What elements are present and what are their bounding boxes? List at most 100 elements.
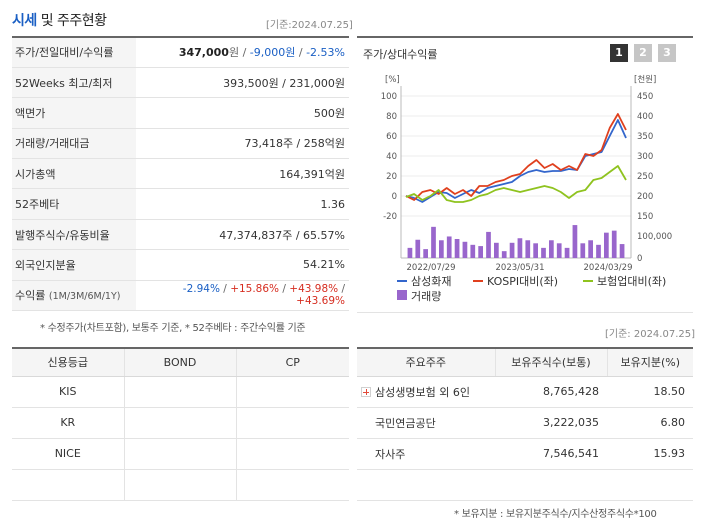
expand-plus-icon[interactable] (361, 386, 371, 397)
return-periods: (1M/3M/6M/1Y) (48, 291, 121, 303)
volume-bar (415, 239, 421, 258)
holder-stake: 15.93 (607, 438, 693, 470)
col-header-shares: 보유주식수(보통) (494, 348, 607, 377)
bond-cell (123, 407, 236, 439)
beta-label: 52주베타 (12, 188, 136, 220)
table-row: 수익률 (1M/3M/6M/1Y) -2.94% / +15.86% / +43… (12, 280, 349, 312)
foreign-value: 54.21% (136, 249, 349, 281)
y-left-tick-label: 60 (386, 132, 397, 142)
chart-page-3-button[interactable]: 3 (658, 44, 676, 62)
chart-page-2-button[interactable]: 2 (634, 44, 652, 62)
volume-bar (454, 239, 460, 258)
y-left-tick-label: 80 (386, 112, 397, 122)
return-1y: +43.69% (296, 295, 345, 308)
cp-cell (235, 469, 349, 501)
right-axis-unit: [천원] (634, 74, 656, 85)
table-header-row: 주요주주 보유주식수(보통) 보유지분(%) (357, 348, 693, 377)
col-header-rating: 신용등급 (12, 348, 124, 377)
bond-cell (123, 376, 236, 408)
y-left-tick-label: 0 (392, 192, 397, 202)
change-value: -9,000원 (249, 46, 296, 60)
return-sep: / (341, 283, 345, 296)
volume-bar (470, 244, 476, 258)
table-row: 액면가 500원 (12, 97, 349, 129)
beta-value: 1.36 (136, 188, 349, 220)
volume-bar (407, 247, 413, 258)
page-title: 시세 및 주주현황 (12, 10, 107, 30)
major-holders-table: 주요주주 보유주식수(보통) 보유지분(%) 삼성생명보험 외 6인 8,765… (357, 347, 693, 501)
y-right-tick-label: 300 (637, 152, 653, 162)
return-3m: +15.86% (230, 283, 280, 296)
par-value: 500원 (136, 97, 349, 129)
holder-name: 삼성생명보험 외 6인 (375, 385, 470, 399)
footnote-basis: * 수정주가(차트포함), 보통주 기준, * 52주베타 : 주간수익률 기준 (40, 323, 306, 334)
table-row: 주가/전일대비/수익률 347,000원 / -9,000원 / -2.53% (12, 37, 349, 68)
agency-cell: KIS (12, 376, 124, 408)
agency-cell: KR (12, 407, 124, 439)
bond-cell (123, 469, 236, 501)
week52-label: 52Weeks 최고/최저 (12, 67, 136, 99)
col-header-stake: 보유지분(%) (606, 348, 693, 377)
volume-bar (423, 249, 428, 258)
legend-label: 거래량 (411, 290, 441, 303)
volume-bar (501, 251, 507, 258)
price-value: 347,000 (178, 46, 229, 60)
stock-chart: [%] [천원]100806040200-20450400350300250200… (381, 74, 672, 303)
volume-label: 거래량/거래대금 (12, 128, 136, 160)
footnote-stake: * 보유지분 : 보유지분주식수/지수산정주식수*100 (454, 509, 657, 520)
volume-bar (549, 240, 554, 258)
volume-bar (446, 236, 452, 258)
y-left-tick-label: 20 (386, 172, 397, 182)
volume-bar (580, 243, 586, 258)
holder-name-cell: 삼성생명보험 외 6인 (357, 376, 495, 408)
y-right-tick-label: 250 (637, 172, 653, 182)
price-unit: 원 / (228, 46, 250, 60)
volume-bar (564, 247, 570, 258)
holder-shares: 3,222,035 (495, 407, 607, 439)
holder-stake (607, 469, 693, 501)
return-values: -2.94% / +15.86% / +43.98% / +43.69% (136, 280, 349, 312)
volume-value: 73,418주 / 258억원 (136, 128, 349, 160)
holder-shares: 7,546,541 (495, 438, 607, 470)
shares-label: 발행주식수/유동비율 (12, 219, 136, 251)
table-row: 거래량/거래대금 73,418주 / 258억원 (12, 128, 349, 160)
bond-cell (123, 438, 236, 470)
y-right-tick-label: 450 (637, 92, 653, 102)
table-row: 외국인지분율 54.21% (12, 249, 349, 281)
table-row: 발행주식수/유동비율 47,374,837주 / 65.57% (12, 219, 349, 251)
chart-page-1-button[interactable]: 1 (610, 44, 628, 62)
x-tick-label: 2024/03/29 (584, 263, 633, 273)
foreign-label: 외국인지분율 (12, 249, 136, 281)
price-cell: 347,000원 / -9,000원 / -2.53% (136, 37, 349, 68)
table-row: 시가총액 164,391억원 (12, 158, 349, 190)
volume-bar (486, 231, 491, 258)
table-row: 자사주 7,546,541 15.93 (357, 438, 693, 470)
volume-tick-label: 0 (637, 254, 642, 264)
holder-name-cell: 자사주 (357, 438, 495, 470)
col-header-holder: 주요주주 (357, 348, 495, 377)
return-1m: -2.94% (182, 283, 220, 296)
volume-bar (596, 244, 601, 258)
legend-label: 보험업대비(좌) (597, 275, 666, 288)
return-label-cell: 수익률 (1M/3M/6M/1Y) (12, 280, 136, 312)
volume-bar (494, 242, 499, 258)
price-label: 주가/전일대비/수익률 (12, 37, 136, 68)
return-sep: / (223, 283, 231, 296)
chart-title: 주가/상대수익률 (363, 48, 438, 61)
return-sep: / (282, 283, 290, 296)
volume-bar (588, 240, 593, 258)
table-row: KIS (12, 376, 349, 408)
table-row: 52Weeks 최고/최저 393,500원 / 231,000원 (12, 67, 349, 99)
volume-bar (541, 247, 546, 258)
volume-tick-label: 100,000 (637, 232, 672, 242)
volume-bar (431, 226, 436, 258)
mcap-value: 164,391억원 (136, 158, 349, 190)
sep: / (295, 46, 307, 60)
y-right-tick-label: 350 (637, 132, 653, 142)
legend-label: KOSPI대비(좌) (487, 275, 558, 288)
volume-bar (439, 240, 444, 258)
holder-name: 국민연금공단 (375, 416, 436, 430)
holder-name-cell (357, 469, 495, 501)
title-rest: 및 주주현황 (36, 13, 107, 29)
table-header-row: 신용등급 BOND CP (12, 348, 349, 377)
